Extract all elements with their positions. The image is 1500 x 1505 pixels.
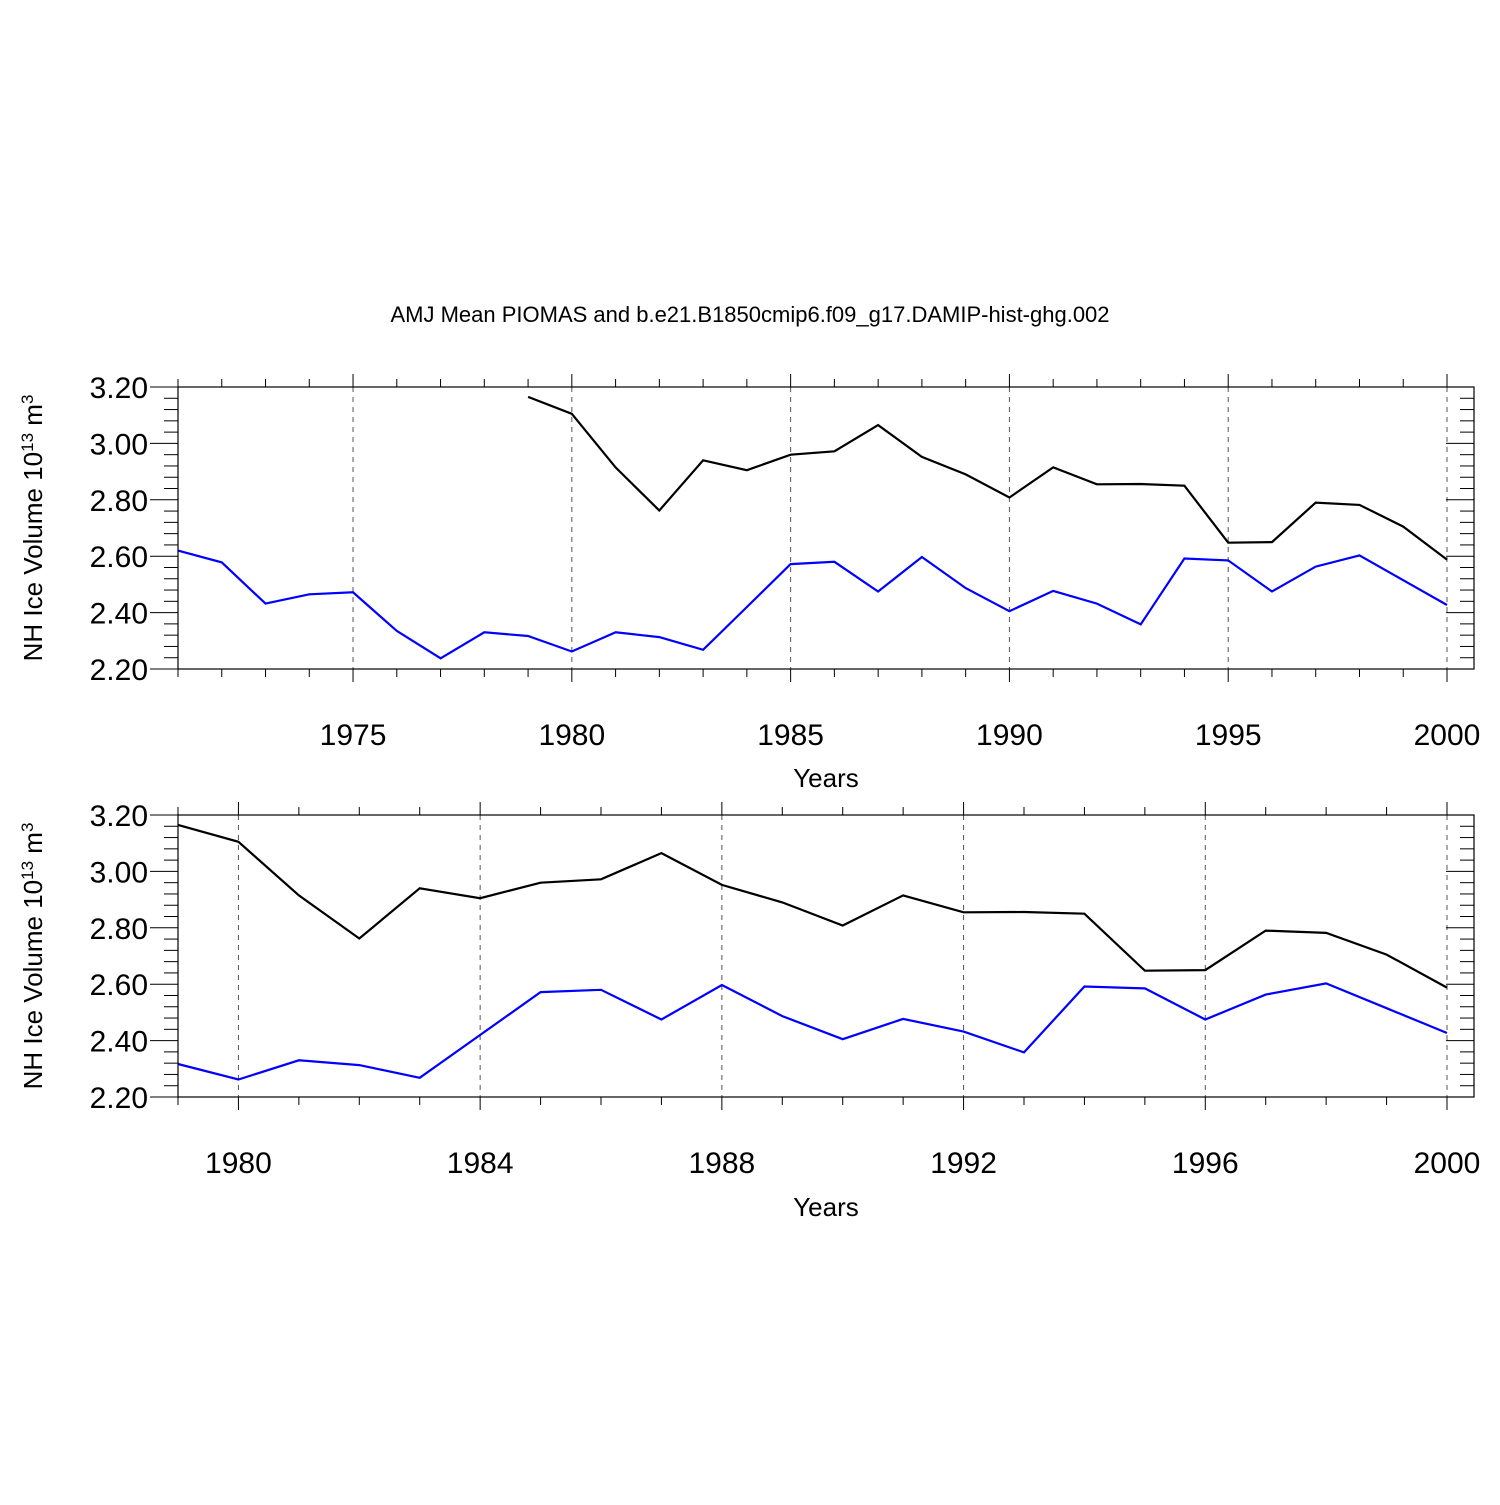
y-tick-label: 2.60 bbox=[90, 969, 148, 1002]
y-axis-title-superscript: 13 bbox=[18, 861, 37, 880]
x-tick-label: 1985 bbox=[757, 719, 824, 752]
y-tick-label: 3.00 bbox=[90, 428, 148, 461]
chart-title: AMJ Mean PIOMAS and b.e21.B1850cmip6.f09… bbox=[390, 302, 1109, 327]
x-axis-title: Years bbox=[793, 1192, 859, 1222]
y-tick-label: 2.80 bbox=[90, 913, 148, 946]
y-axis-title-part: NH Ice Volume 10 bbox=[18, 880, 48, 1090]
series-line-piomas bbox=[527, 395, 1448, 561]
top-panel: 1975 1980 1985 1990 1995 2000 2.20 2.40 2.60 2.80… bbox=[18, 372, 1481, 793]
y-axis-title: NH Ice Volume 1013 m3 bbox=[18, 395, 48, 662]
y-tick-label: 2.80 bbox=[90, 485, 148, 518]
x-tick-label: 1984 bbox=[447, 1147, 514, 1180]
x-tick-label: 2000 bbox=[1414, 1147, 1481, 1180]
y-axis-title-part: NH Ice Volume 10 bbox=[18, 452, 48, 662]
series-line-model bbox=[177, 982, 1448, 1081]
x-tick-label: 1975 bbox=[320, 719, 387, 752]
y-axis-title-part: m bbox=[18, 404, 48, 433]
series-line-model bbox=[177, 549, 1448, 660]
x-tick-label: 1996 bbox=[1172, 1147, 1239, 1180]
series-line-piomas bbox=[177, 823, 1448, 989]
plot-frame bbox=[177, 386, 1475, 670]
y-tick-label: 2.20 bbox=[90, 1082, 148, 1115]
y-tick-label: 2.40 bbox=[90, 1026, 148, 1059]
x-tick-label: 1980 bbox=[205, 1147, 272, 1180]
x-tick-label: 2000 bbox=[1414, 719, 1481, 752]
y-tick-label: 3.00 bbox=[90, 856, 148, 889]
y-tick-label: 3.20 bbox=[90, 800, 148, 833]
x-tick-label: 1990 bbox=[976, 719, 1043, 752]
y-tick-label: 2.20 bbox=[90, 654, 148, 687]
y-axis-title-superscript: 3 bbox=[18, 395, 37, 404]
y-axis-title-part: m bbox=[18, 832, 48, 861]
x-tick-label: 1980 bbox=[538, 719, 605, 752]
x-axis-title: Years bbox=[793, 763, 859, 793]
plot-frame bbox=[177, 814, 1475, 1098]
x-tick-label: 1992 bbox=[930, 1147, 997, 1180]
x-tick-label: 1988 bbox=[688, 1147, 755, 1180]
x-tick-label: 1995 bbox=[1195, 719, 1262, 752]
y-axis-title-superscript: 3 bbox=[18, 823, 37, 832]
y-axis-title: NH Ice Volume 1013 m3 bbox=[18, 823, 48, 1090]
y-tick-label: 2.40 bbox=[90, 598, 148, 631]
y-axis-title-superscript: 13 bbox=[18, 433, 37, 452]
bottom-panel: 1980 1984 1988 1992 1996 2000 2.20 2.40 2.60 2.80… bbox=[18, 800, 1481, 1222]
y-tick-label: 2.60 bbox=[90, 541, 148, 574]
y-tick-label: 3.20 bbox=[90, 372, 148, 405]
